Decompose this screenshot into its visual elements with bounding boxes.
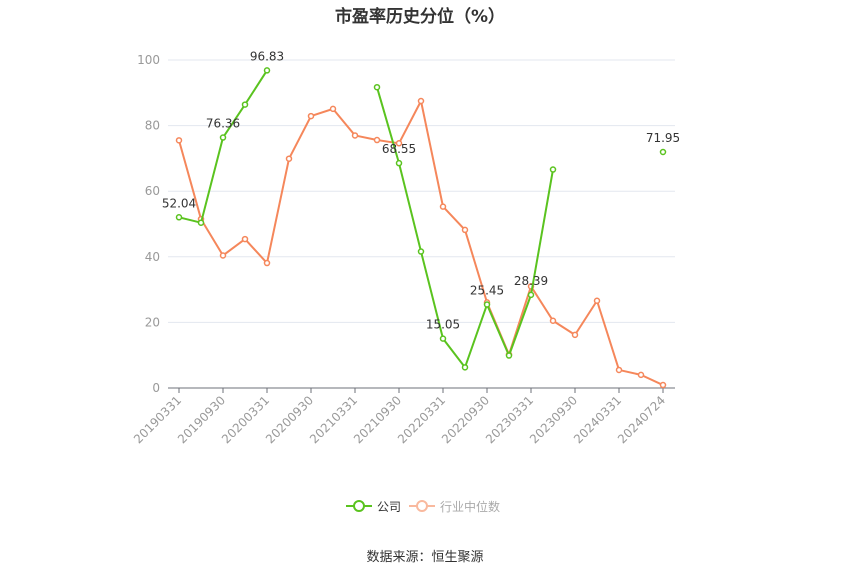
- data-point[interactable]: [527, 291, 535, 299]
- data-point[interactable]: [483, 301, 491, 308]
- legend-label-company: 公司: [377, 499, 402, 514]
- data-point[interactable]: [351, 132, 359, 139]
- data-source-note: 数据来源：恒生聚源: [366, 550, 484, 565]
- series-industry-median: [175, 97, 667, 389]
- data-label: 52.04: [162, 196, 196, 210]
- data-point[interactable]: [175, 137, 183, 144]
- data-point[interactable]: [659, 381, 667, 389]
- series-lines: [175, 67, 667, 389]
- data-point[interactable]: [219, 252, 227, 259]
- data-point[interactable]: [549, 166, 557, 173]
- y-tick-label: 80: [145, 119, 160, 133]
- data-point[interactable]: [593, 297, 601, 305]
- data-label: 68.55: [382, 142, 416, 156]
- data-point[interactable]: [659, 148, 667, 156]
- data-point[interactable]: [615, 366, 623, 374]
- legend: 公司 行业中位数: [346, 497, 508, 515]
- data-point[interactable]: [395, 140, 403, 147]
- data-point[interactable]: [197, 219, 205, 226]
- data-label: 76.36: [206, 117, 240, 131]
- legend-item-industry-median[interactable]: 行业中位数: [409, 498, 500, 515]
- data-point[interactable]: [373, 136, 381, 144]
- data-point[interactable]: [439, 203, 447, 210]
- data-point[interactable]: [637, 371, 645, 379]
- data-point[interactable]: [241, 235, 249, 243]
- data-point[interactable]: [571, 331, 579, 339]
- legend-label-industry-median: 行业中位数: [440, 499, 501, 514]
- data-label: 25.45: [470, 284, 504, 298]
- data-point[interactable]: [505, 352, 513, 359]
- data-labels: 52.04 76.36 96.83 68.55 15.05 25.45 28.39 71.95: [162, 49, 680, 331]
- x-tick-label: 20240724: [615, 393, 668, 446]
- data-point[interactable]: [461, 364, 469, 371]
- data-point[interactable]: [263, 259, 271, 267]
- y-tick-label: 0: [152, 381, 160, 395]
- data-point[interactable]: [417, 248, 425, 255]
- data-label: 15.05: [426, 318, 460, 332]
- legend-line-circle-icon: [346, 500, 372, 512]
- y-tick-label: 40: [145, 250, 160, 264]
- y-tick-label: 100: [137, 53, 160, 67]
- data-point[interactable]: [285, 155, 293, 162]
- y-tick-label: 20: [145, 315, 160, 329]
- x-axis: [168, 387, 675, 393]
- data-label: 71.95: [646, 131, 680, 145]
- y-tick-label: 60: [145, 184, 160, 198]
- data-point[interactable]: [219, 134, 227, 141]
- data-point[interactable]: [549, 317, 557, 325]
- data-point[interactable]: [373, 83, 381, 91]
- y-axis-labels: 0 20 40 60 80 100: [137, 53, 160, 395]
- data-label: 96.83: [250, 49, 284, 63]
- data-label: 28.39: [514, 274, 548, 288]
- chart-title: 市盈率历史分位（%）: [334, 7, 506, 27]
- data-point[interactable]: [439, 335, 447, 342]
- data-point[interactable]: [329, 105, 337, 113]
- data-point[interactable]: [241, 101, 249, 108]
- data-point[interactable]: [307, 112, 315, 120]
- x-axis-labels: 2019033120190930202003312020093020210331…: [131, 393, 668, 446]
- data-point[interactable]: [417, 97, 425, 105]
- data-point[interactable]: [263, 67, 271, 74]
- legend-item-company[interactable]: 公司: [346, 498, 401, 515]
- data-point[interactable]: [461, 226, 469, 234]
- data-point[interactable]: [175, 214, 183, 221]
- series-company: [175, 67, 667, 371]
- legend-line-circle-icon: [409, 500, 436, 512]
- data-point[interactable]: [395, 159, 403, 167]
